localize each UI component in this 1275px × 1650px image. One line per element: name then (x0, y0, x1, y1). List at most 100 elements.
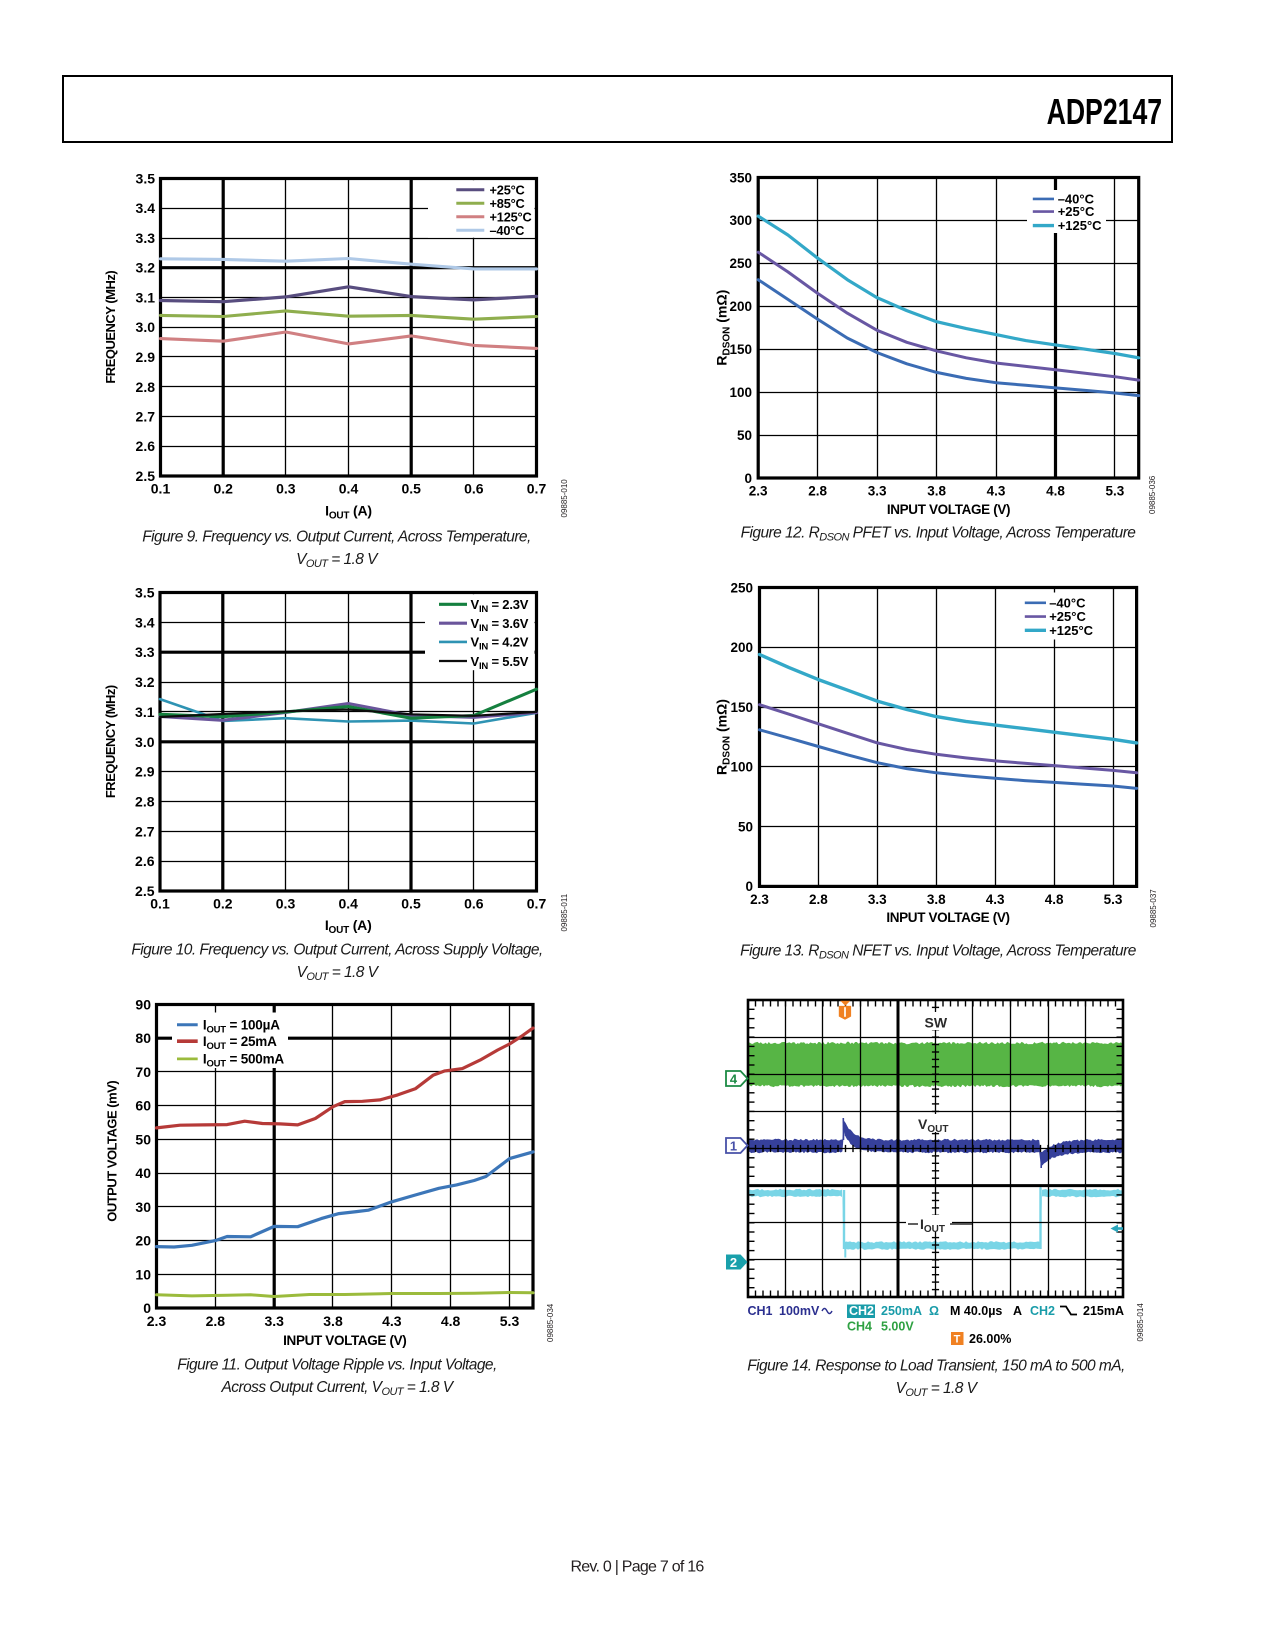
svg-text:2.3: 2.3 (749, 484, 768, 499)
svg-text:3.4: 3.4 (135, 614, 155, 630)
svg-text:CH4: CH4 (847, 1320, 872, 1334)
svg-text:+85°C: +85°C (490, 196, 525, 211)
svg-text:Figure 13. RDSON NFET vs. Inpu: Figure 13. RDSON NFET vs. Input Voltage,… (740, 943, 1137, 962)
svg-text:CH1: CH1 (748, 1304, 773, 1318)
svg-text:3.8: 3.8 (927, 484, 946, 499)
svg-text:4.3: 4.3 (382, 1313, 402, 1329)
svg-text:2.8: 2.8 (809, 892, 828, 907)
svg-text:0.3: 0.3 (276, 896, 296, 912)
svg-text:100mV: 100mV (779, 1304, 820, 1318)
svg-text:80: 80 (135, 1030, 151, 1046)
svg-text:Figure 12. RDSON PFET vs. Inpu: Figure 12. RDSON PFET vs. Input Voltage,… (741, 525, 1137, 544)
svg-text:2.5: 2.5 (136, 468, 156, 484)
svg-text:2.3: 2.3 (147, 1313, 167, 1329)
svg-text:0.1: 0.1 (151, 481, 171, 497)
svg-text:Ω: Ω (929, 1304, 939, 1318)
svg-text:0.7: 0.7 (527, 896, 547, 912)
svg-text:OUTPUT VOLTAGE (mV): OUTPUT VOLTAGE (mV) (105, 1081, 120, 1222)
svg-text:0.5: 0.5 (401, 896, 421, 912)
svg-text:200: 200 (730, 640, 753, 655)
svg-text:3.3: 3.3 (136, 230, 156, 246)
svg-text:Rev. 0 | Page 7 of 16: Rev. 0 | Page 7 of 16 (570, 1559, 704, 1576)
svg-text:3.8: 3.8 (927, 892, 946, 907)
svg-text:VIN = 2.3V: VIN = 2.3V (471, 597, 529, 615)
svg-text:+25°C: +25°C (1058, 204, 1095, 219)
svg-text:Figure 14. Response to Load Tr: Figure 14. Response to Load Transient, 1… (747, 1358, 1125, 1375)
svg-text:2.6: 2.6 (135, 853, 155, 869)
svg-text:0.4: 0.4 (339, 481, 359, 497)
svg-text:300: 300 (729, 213, 752, 228)
svg-text:200: 200 (729, 299, 752, 314)
svg-text:2.6: 2.6 (136, 438, 156, 454)
svg-text:VOUT = 1.8 V: VOUT = 1.8 V (896, 1380, 979, 1399)
svg-text:250: 250 (730, 580, 753, 595)
svg-text:M 40.0µs: M 40.0µs (950, 1304, 1002, 1318)
svg-text:3.3: 3.3 (135, 644, 155, 660)
svg-text:30: 30 (135, 1199, 151, 1215)
svg-text:2.9: 2.9 (135, 764, 155, 780)
svg-text:–40°C: –40°C (490, 223, 525, 238)
svg-text:100: 100 (729, 385, 752, 400)
svg-text:0: 0 (744, 471, 752, 486)
svg-text:215mA: 215mA (1083, 1304, 1124, 1318)
svg-text:INPUT VOLTAGE (V): INPUT VOLTAGE (V) (283, 1333, 406, 1348)
svg-text:5.3: 5.3 (1104, 892, 1123, 907)
svg-text:0.4: 0.4 (338, 896, 358, 912)
svg-text:20: 20 (135, 1233, 151, 1249)
svg-text:50: 50 (738, 819, 753, 834)
svg-text:0.3: 0.3 (276, 481, 296, 497)
svg-text:26.00%: 26.00% (969, 1332, 1011, 1346)
svg-text:50: 50 (737, 428, 752, 443)
svg-text:40: 40 (135, 1165, 151, 1181)
svg-text:3.3: 3.3 (264, 1313, 284, 1329)
svg-text:INPUT VOLTAGE (V): INPUT VOLTAGE (V) (886, 910, 1009, 925)
svg-text:0.5: 0.5 (401, 481, 421, 497)
svg-text:3.2: 3.2 (136, 260, 156, 276)
svg-text:FREQUENCY (MHz): FREQUENCY (MHz) (103, 685, 118, 798)
svg-text:3.4: 3.4 (136, 200, 156, 216)
svg-text:250mA: 250mA (881, 1304, 922, 1318)
svg-text:+125°C: +125°C (1058, 218, 1102, 233)
svg-text:150: 150 (729, 342, 752, 357)
svg-text:0: 0 (745, 879, 753, 894)
svg-text:2.8: 2.8 (808, 484, 827, 499)
svg-text:CH2: CH2 (849, 1304, 874, 1318)
svg-text:+25°C: +25°C (1049, 609, 1086, 624)
svg-text:SW: SW (925, 1015, 948, 1031)
svg-text:IOUT (A): IOUT (A) (325, 503, 372, 522)
svg-text:4: 4 (730, 1072, 738, 1087)
svg-text:3.0: 3.0 (135, 734, 155, 750)
svg-text:Figure 11. Output Voltage Ripp: Figure 11. Output Voltage Ripple vs. Inp… (177, 1357, 496, 1374)
svg-text:+125°C: +125°C (490, 210, 532, 225)
svg-text:+125°C: +125°C (1049, 623, 1093, 638)
svg-text:09885-011: 09885-011 (560, 893, 569, 931)
svg-text:150: 150 (730, 700, 753, 715)
svg-text:70: 70 (135, 1064, 151, 1080)
svg-text:09885-010: 09885-010 (560, 479, 569, 518)
svg-text:3.1: 3.1 (135, 704, 155, 720)
svg-text:3.5: 3.5 (135, 585, 155, 601)
svg-text:4.8: 4.8 (1045, 892, 1064, 907)
svg-text:T: T (954, 1334, 961, 1346)
svg-text:2.7: 2.7 (136, 409, 156, 425)
svg-text:10: 10 (135, 1266, 151, 1282)
svg-text:4.8: 4.8 (441, 1313, 461, 1329)
svg-text:2.8: 2.8 (206, 1313, 226, 1329)
svg-text:3.8: 3.8 (323, 1313, 343, 1329)
svg-text:0: 0 (143, 1300, 151, 1316)
svg-text:2.5: 2.5 (135, 883, 155, 899)
svg-text:1: 1 (730, 1139, 737, 1154)
svg-text:2.8: 2.8 (135, 794, 155, 810)
svg-text:09885-014: 09885-014 (1136, 1303, 1145, 1342)
svg-text:4.3: 4.3 (987, 484, 1006, 499)
svg-text:–40°C: –40°C (1058, 192, 1095, 207)
svg-text:Figure 10. Frequency vs. Outpu: Figure 10. Frequency vs. Output Current,… (131, 942, 542, 959)
svg-text:90: 90 (135, 997, 151, 1013)
svg-text:350: 350 (729, 170, 752, 185)
svg-text:3.2: 3.2 (135, 674, 155, 690)
svg-text:09885-037: 09885-037 (1149, 889, 1158, 928)
svg-text:0.1: 0.1 (150, 896, 170, 912)
svg-text:2.3: 2.3 (750, 892, 769, 907)
svg-text:3.5: 3.5 (136, 171, 156, 187)
svg-text:4.3: 4.3 (986, 892, 1005, 907)
